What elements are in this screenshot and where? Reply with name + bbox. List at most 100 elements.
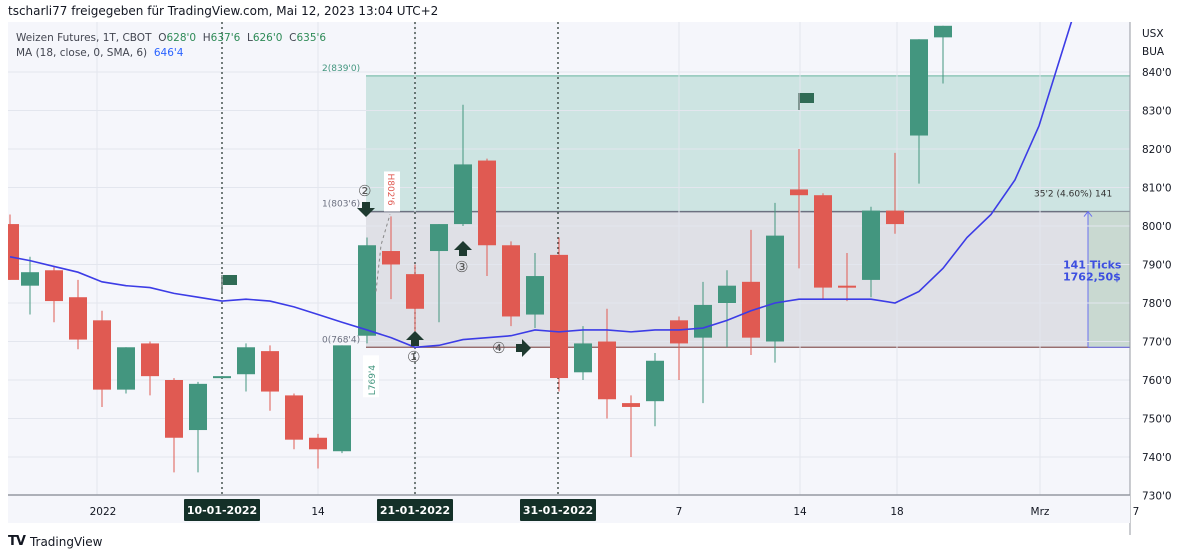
candle-body <box>886 210 904 225</box>
candle[interactable] <box>430 224 448 323</box>
time-tick: 2022 <box>90 506 117 518</box>
candle[interactable] <box>309 433 327 469</box>
candle[interactable] <box>117 347 135 394</box>
candlestick-chart[interactable]: 2(839'0) 1(803'6) 0(768'4) H802'6 L769'4 ① ② ③ ④… <box>8 22 1192 557</box>
arrow-up-icon[interactable] <box>454 241 472 256</box>
candle[interactable] <box>646 353 664 427</box>
chart-legend: Weizen Futures, 1T, CBOT O628'0 H637'6 L… <box>16 31 326 61</box>
measure-box[interactable] <box>1088 211 1130 348</box>
candle[interactable] <box>886 152 904 234</box>
candle[interactable] <box>526 252 544 329</box>
candle-body <box>934 25 952 38</box>
candle[interactable] <box>213 376 231 379</box>
candle-body <box>454 164 472 225</box>
candle-body <box>814 195 832 288</box>
candle[interactable] <box>285 393 303 450</box>
price-tick: 810'0 <box>1142 183 1172 195</box>
symbol-legend-row[interactable]: Weizen Futures, 1T, CBOT O628'0 H637'6 L… <box>16 31 326 46</box>
candle-body <box>189 383 207 431</box>
candles <box>8 25 952 473</box>
candle[interactable] <box>742 229 760 355</box>
tradingview-brand: TradingView <box>29 534 103 549</box>
candle[interactable] <box>165 378 183 473</box>
ma-value: 646'4 <box>153 47 184 59</box>
candle-body <box>8 224 19 280</box>
candle[interactable] <box>718 270 736 348</box>
candle[interactable] <box>550 237 568 392</box>
ma-label: MA (18, close, 0, SMA, 6) <box>16 47 148 59</box>
candle[interactable] <box>8 214 19 280</box>
candle[interactable] <box>574 326 592 380</box>
time-tick: 14 <box>311 506 325 518</box>
date-tag[interactable]: 31-01-2022 <box>520 499 596 521</box>
price-axis[interactable]: USX BUA 840'0 830'0 820'0 810'0 800'0 790'0 780'… <box>1129 22 1192 535</box>
measure-summary-label: 35'2 (4.60%) 141 <box>1034 190 1112 200</box>
candle[interactable] <box>358 237 376 344</box>
moving-average-line[interactable] <box>9 22 1075 349</box>
date-tag[interactable]: 10-01-2022 <box>184 499 260 521</box>
candle[interactable] <box>261 345 279 411</box>
candle[interactable] <box>406 264 424 342</box>
candle[interactable] <box>838 252 856 302</box>
candle[interactable] <box>622 395 640 457</box>
time-axis[interactable]: 2022 14 7 14 18 Mrz 7 10-01-2022 21-01-2022 31-01… <box>8 494 1140 523</box>
candle-body <box>117 347 135 390</box>
candle[interactable] <box>382 216 400 300</box>
candle-body <box>309 437 327 450</box>
date-tag-bg <box>184 499 260 521</box>
candle[interactable] <box>910 39 928 184</box>
time-tick: 7 <box>676 506 683 518</box>
candle[interactable] <box>69 279 87 350</box>
candle[interactable] <box>478 158 496 277</box>
candle[interactable] <box>237 343 255 392</box>
candle-body <box>285 395 303 440</box>
candle[interactable] <box>694 281 712 404</box>
flag-icon[interactable] <box>221 275 237 292</box>
currency-label: USX <box>1142 28 1164 40</box>
candle-body <box>910 39 928 136</box>
candle[interactable] <box>862 206 880 298</box>
candle[interactable] <box>333 345 351 454</box>
price-tick: 770'0 <box>1142 337 1172 349</box>
candle[interactable] <box>45 266 63 323</box>
candle[interactable] <box>790 149 808 269</box>
date-tag[interactable]: 21-01-2022 <box>377 499 453 521</box>
candle[interactable] <box>454 104 472 226</box>
candle-body <box>550 254 568 379</box>
time-tick: 7 <box>1133 506 1140 518</box>
candle[interactable] <box>766 202 784 363</box>
candle-body <box>213 376 231 379</box>
arrow-right-icon[interactable] <box>516 339 531 357</box>
open-label: O <box>158 32 167 44</box>
candle[interactable] <box>814 193 832 300</box>
marker-4: ④ <box>492 339 505 357</box>
arrow-up-icon[interactable] <box>406 331 424 346</box>
candle-body <box>141 343 159 377</box>
candle[interactable] <box>598 308 616 419</box>
candle[interactable] <box>670 316 688 380</box>
candle[interactable] <box>502 241 520 327</box>
candle-body <box>237 347 255 375</box>
candle[interactable] <box>141 341 159 396</box>
connector-dashed <box>375 214 391 292</box>
arrow-down-icon[interactable] <box>357 202 375 217</box>
fib-label-1: 1(803'6) <box>322 200 360 210</box>
flag-cloth <box>800 93 814 103</box>
footer-branding[interactable]: TV TradingView <box>8 534 102 549</box>
flag-icon[interactable] <box>798 93 814 110</box>
candle-body <box>502 245 520 317</box>
candle[interactable] <box>189 381 207 473</box>
price-tick: 800'0 <box>1142 221 1172 233</box>
candle[interactable] <box>21 256 39 315</box>
price-tick: 740'0 <box>1142 452 1172 464</box>
ma-legend-row[interactable]: MA (18, close, 0, SMA, 6) 646'4 <box>16 46 326 61</box>
time-tick: 14 <box>793 506 807 518</box>
candle[interactable] <box>934 25 952 84</box>
chart-pane[interactable]: 2(839'0) 1(803'6) 0(768'4) H802'6 L769'4 ① ② ③ ④… <box>8 22 1192 535</box>
high-value: 637'6 <box>210 32 241 44</box>
tradingview-logo-icon: TV <box>8 534 26 549</box>
candle[interactable] <box>93 310 111 407</box>
candle-body <box>694 304 712 338</box>
candle-body <box>862 210 880 280</box>
low-label: L <box>246 32 253 44</box>
